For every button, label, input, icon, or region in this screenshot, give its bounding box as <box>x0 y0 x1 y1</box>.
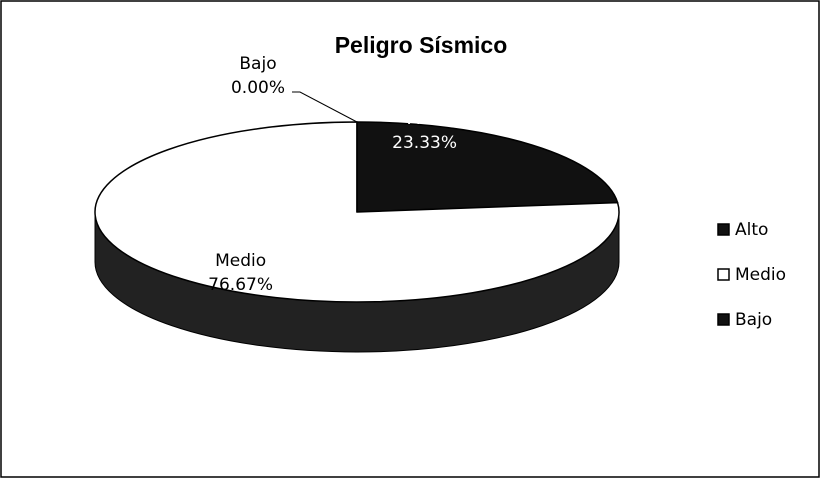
data-label-value: 23.33% <box>392 133 457 153</box>
pie-slice <box>94 121 620 303</box>
leader-line <box>292 91 358 123</box>
data-label-name: Alto <box>408 109 441 129</box>
data-label-name: Medio <box>215 251 266 271</box>
pie-slice <box>356 121 619 213</box>
legend-label: Medio <box>735 265 786 285</box>
legend-marker <box>717 313 730 326</box>
legend-marker <box>717 268 730 281</box>
data-label-value: 0.00% <box>231 78 285 98</box>
chart-title: Peligro Sísmico <box>335 32 508 58</box>
legend-marker <box>717 223 730 236</box>
data-label-name: Bajo <box>239 54 276 74</box>
legend-label: Alto <box>735 220 768 240</box>
data-label-value: 76.67% <box>208 275 273 295</box>
legend-label: Bajo <box>735 310 772 330</box>
